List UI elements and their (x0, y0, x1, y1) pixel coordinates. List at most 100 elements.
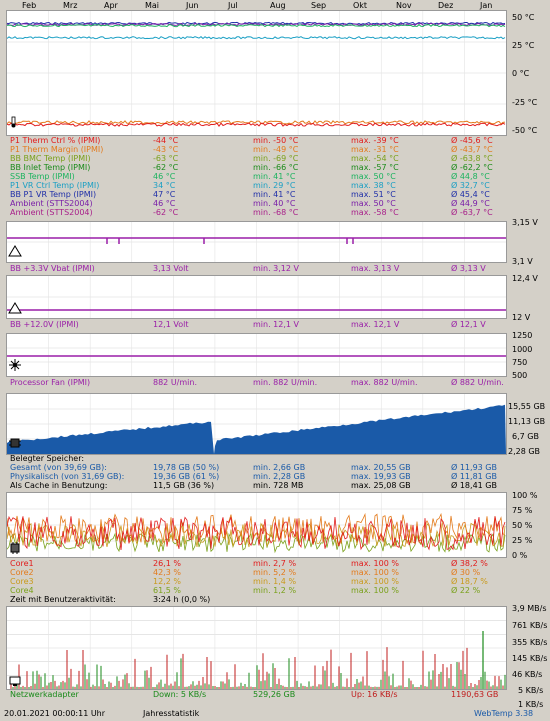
net-up: Up: 16 KB/s (351, 690, 398, 699)
legend-max: max. 50 °C (351, 199, 396, 208)
legend-min: min. -68 °C (253, 208, 299, 217)
brand-link[interactable]: WebTemp 3.38 (474, 709, 534, 718)
legend-name: Physikalisch (von 31,69 GB): (10, 472, 125, 481)
fan-plot (7, 334, 506, 376)
legend-avg: Ø -45,6 °C (451, 136, 493, 145)
series-line (7, 21, 506, 26)
month-label: Jan (480, 1, 493, 10)
series-line (7, 22, 506, 27)
legend-avg: Ø 44,8 °C (451, 172, 490, 181)
cpu-axis-label: 100 % (512, 491, 538, 500)
net-adapter-name: Netzwerkadapter (10, 690, 79, 699)
vbat-axis-label: 3,1 V (512, 257, 533, 266)
net-down: Down: 5 KB/s (153, 690, 207, 699)
legend-avg: Ø 11,93 GB (451, 463, 497, 472)
net-axis-label: 3,9 MB/s (512, 604, 547, 613)
fan-icon (9, 359, 21, 371)
legend-min: min. 2,7 % (253, 559, 297, 568)
cpu-axis-label: 25 % (512, 536, 533, 545)
legend-avg: Ø 3,13 V (451, 264, 486, 273)
legend-row: Gesamt (von 39,69 GB): 19,78 GB (50 %) min… (10, 463, 500, 473)
mem-title-text: Belegter Speicher: (10, 454, 85, 463)
legend-row: Core4 61,5 % min. 1,2 % max. 100 % Ø 22 % (10, 586, 500, 596)
series-line (7, 120, 506, 125)
legend-max: max. -57 °C (351, 163, 399, 172)
legend-avg: Ø 32,7 °C (451, 181, 490, 190)
legend-name: Core2 (10, 568, 34, 577)
temp-axis-label: 0 °C (512, 69, 530, 78)
legend-row: Ambient (STTS2004) -62 °C min. -68 °C max. … (10, 208, 500, 218)
fan-axis-label: 1000 (512, 345, 533, 354)
v12-chart (6, 275, 507, 319)
legend-max: max. 3,13 V (351, 264, 400, 273)
legend-max: max. 100 % (351, 568, 399, 577)
legend-name: Core3 (10, 577, 34, 586)
legend-row: BB BMC Temp (IPMI) -63 °C min. -69 °C max. … (10, 154, 500, 164)
legend-max: max. 100 % (351, 559, 399, 568)
thermometer-icon (11, 116, 16, 128)
legend-max: max. 19,93 GB (351, 472, 411, 481)
legend-current: 61,5 % (153, 586, 181, 595)
mem-axis-label: 11,13 GB (508, 417, 546, 426)
series-line (7, 512, 506, 545)
legend-name: Core4 (10, 586, 34, 595)
vbat-axis-label: 3,15 V (512, 218, 538, 227)
legend-max: max. -54 °C (351, 154, 399, 163)
legend-name: BB +3.3V Vbat (IPMI) (10, 264, 95, 273)
temperature-chart (6, 10, 507, 136)
legend-row: P1 Therm Ctrl % (IPMI) -44 °C min. -50 °C m… (10, 136, 500, 146)
network-chart (6, 606, 507, 690)
legend-avg: Ø -62,2 °C (451, 163, 493, 172)
legend-min: min. 41 °C (253, 172, 296, 181)
cpu-icon (10, 542, 20, 554)
legend-min: min. 12,1 V (253, 320, 299, 329)
month-label: Sep (311, 1, 327, 10)
legend-row: Ambient (STTS2004) 46 °C min. 40 °C max. 50… (10, 199, 500, 209)
legend-current: 11,5 GB (36 %) (153, 481, 215, 490)
month-header: Feb Mrz Apr Mai Jun Jul Aug Sep Okt Nov … (6, 0, 505, 10)
legend-current: 46 °C (153, 172, 176, 181)
legend-avg: Ø 38,2 % (451, 559, 488, 568)
legend-name: Processor Fan (IPMI) (10, 378, 91, 387)
legend-current: -44 °C (153, 136, 179, 145)
legend-name: BB BMC Temp (IPMI) (10, 154, 91, 163)
legend-name: P1 Therm Ctrl % (IPMI) (10, 136, 101, 145)
legend-current: 19,36 GB (61 %) (153, 472, 220, 481)
legend-avg: Ø 11,81 GB (451, 472, 497, 481)
legend-row: Core2 42,3 % min. 5,2 % max. 100 % Ø 30 % (10, 568, 500, 578)
vbat-legend-row: BB +3.3V Vbat (IPMI) 3,13 Volt min. 3,12 V… (10, 264, 500, 274)
v12-axis-label: 12 V (512, 313, 531, 322)
legend-current: -62 °C (153, 208, 179, 217)
vbat-plot (7, 222, 506, 262)
legend-max: max. -31 °C (351, 145, 399, 154)
legend-min: min. 3,12 V (253, 264, 299, 273)
legend-row: P1 VR Ctrl Temp (IPMI) 34 °C min. 29 °C max… (10, 181, 500, 191)
legend-avg: Ø 18,41 GB (451, 481, 497, 490)
net-axis-label: 761 KB/s (512, 621, 548, 630)
legend-max: max. 38 °C (351, 181, 396, 190)
legend-max: max. 20,55 GB (351, 463, 411, 472)
legend-current: 47 °C (153, 190, 176, 199)
legend-current: 19,78 GB (50 %) (153, 463, 220, 472)
net-axis-label: 355 KB/s (512, 638, 548, 647)
legend-current: 26,1 % (153, 559, 181, 568)
month-label: Nov (396, 1, 412, 10)
legend-min: min. 5,2 % (253, 568, 297, 577)
legend-row: Core1 26,1 % min. 2,7 % max. 100 % Ø 38,2 % (10, 559, 500, 569)
fan-chart (6, 333, 507, 377)
legend-min: min. 41 °C (253, 190, 296, 199)
activity-label: Zeit mit Benutzeraktivität: (10, 595, 116, 604)
month-label: Dez (438, 1, 454, 10)
legend-avg: Ø -43,7 °C (451, 145, 493, 154)
legend-name: BB +12.0V (IPMI) (10, 320, 79, 329)
legend-min: min. 882 U/min. (253, 378, 318, 387)
legend-name: Ambient (STTS2004) (10, 199, 93, 208)
legend-avg: Ø 30 % (451, 568, 481, 577)
cpu-axis-label: 75 % (512, 506, 533, 515)
net-axis-label: 5 KB/s (518, 686, 544, 695)
net-up-total: 1190,63 GB (451, 690, 499, 699)
legend-name: BB P1 VR Temp (IPMI) (10, 190, 97, 199)
month-label: Feb (22, 1, 37, 10)
legend-avg: Ø 22 % (451, 586, 481, 595)
memory-chart (6, 393, 507, 455)
